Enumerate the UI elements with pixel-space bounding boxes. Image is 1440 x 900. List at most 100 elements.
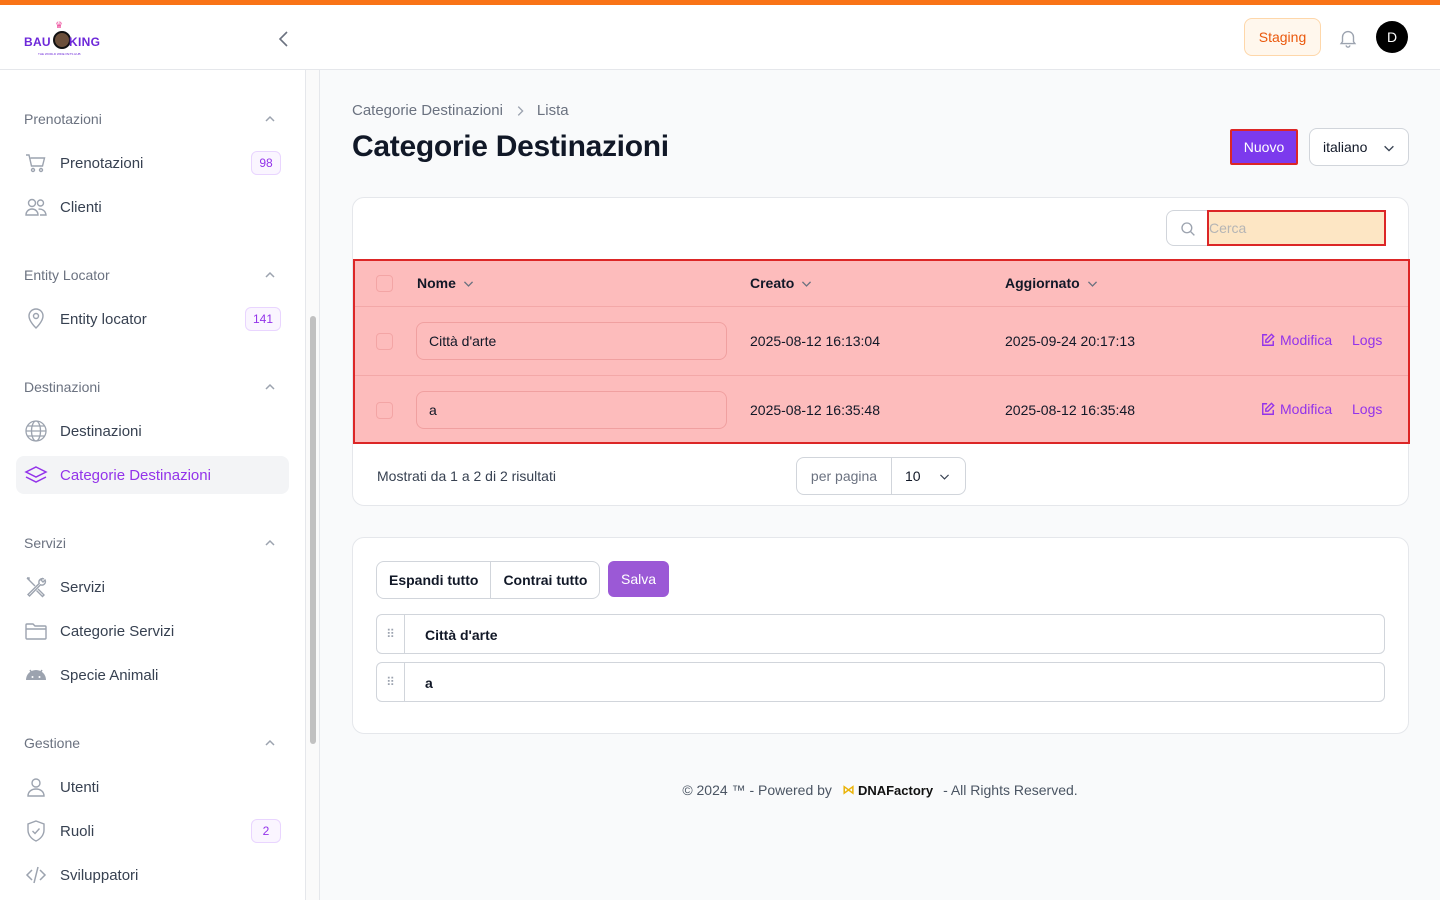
- name-field[interactable]: Città d'arte: [416, 322, 727, 360]
- logs-link[interactable]: Logs: [1352, 332, 1383, 348]
- chevron-down-icon: [1087, 280, 1097, 287]
- dna-logo-icon: ⋈: [841, 782, 855, 797]
- language-select[interactable]: italiano: [1309, 128, 1409, 166]
- select-all-checkbox[interactable]: [376, 275, 393, 292]
- cart-icon: [26, 154, 46, 173]
- created-cell: 2025-08-12 16:35:48: [750, 402, 880, 418]
- count-badge: 98: [251, 151, 281, 175]
- scrollbar-thumb[interactable]: [310, 316, 316, 744]
- android-icon: [26, 669, 46, 680]
- chevron-up-icon[interactable]: [262, 735, 278, 751]
- collapse-all-button[interactable]: Contrai tutto: [490, 562, 599, 598]
- count-badge: 2: [251, 819, 281, 843]
- chevron-up-icon[interactable]: [262, 379, 278, 395]
- updated-cell: 2025-08-12 16:35:48: [1005, 402, 1135, 418]
- table-row: Città d'arte 2025-08-12 16:13:04 2025-09…: [355, 307, 1408, 376]
- edit-link[interactable]: Modifica: [1261, 401, 1332, 417]
- search-box: [1166, 210, 1386, 246]
- sidebar-scrollbar[interactable]: [306, 70, 320, 900]
- breadcrumb-current: Lista: [536, 102, 569, 119]
- expand-all-button[interactable]: Espandi tutto: [389, 572, 479, 588]
- chevron-left-icon[interactable]: [272, 27, 296, 51]
- app-logo[interactable]: ♛ BAU KING THE WORLD WIDE PETS HUB: [24, 20, 101, 57]
- chevron-up-icon[interactable]: [262, 535, 278, 551]
- column-header-nome[interactable]: Nome: [417, 275, 475, 291]
- drag-handle-icon[interactable]: ⠿: [377, 663, 405, 701]
- sidebar-item-ruoli[interactable]: Ruoli 2: [16, 812, 289, 850]
- code-icon: [25, 866, 47, 884]
- layers-icon: [24, 466, 48, 483]
- edit-link[interactable]: Modifica: [1261, 332, 1332, 348]
- chevron-right-icon: [517, 105, 524, 116]
- sidebar-item-utenti[interactable]: Utenti: [16, 768, 289, 806]
- edit-icon: [1262, 402, 1275, 415]
- top-accent-stripe: [0, 0, 1440, 5]
- sidebar-item-servizi[interactable]: Servizi: [16, 568, 289, 606]
- tools-icon: [26, 577, 47, 598]
- column-header-aggiornato[interactable]: Aggiornato: [1005, 275, 1099, 291]
- chevron-down-icon: [802, 280, 812, 287]
- sidebar-item-categorie-destinazioni[interactable]: Categorie Destinazioni: [16, 456, 289, 494]
- sidebar-group-gestione[interactable]: Gestione: [24, 735, 81, 751]
- sidebar-item-specie-animali[interactable]: Specie Animali: [16, 656, 289, 694]
- map-pin-icon: [28, 308, 44, 329]
- tree-item[interactable]: ⠿ a: [376, 662, 1385, 702]
- folder-icon: [25, 623, 47, 640]
- user-avatar[interactable]: D: [1376, 21, 1408, 53]
- logs-link[interactable]: Logs: [1352, 401, 1383, 417]
- chevron-down-icon: [463, 280, 473, 287]
- tree-item-label: Città d'arte: [425, 627, 498, 643]
- created-cell: 2025-08-12 16:13:04: [750, 333, 880, 349]
- tree-card: Espandi tutto Contrai tutto Salva ⠿ Citt…: [352, 537, 1409, 734]
- bell-icon[interactable]: [1337, 27, 1359, 49]
- name-field[interactable]: a: [416, 391, 727, 429]
- footer-suffix: - All Rights Reserved.: [943, 782, 1078, 798]
- table-row: a 2025-08-12 16:35:48 2025-08-12 16:35:4…: [355, 376, 1408, 445]
- environment-badge[interactable]: Staging: [1244, 18, 1321, 56]
- breadcrumb: Categorie Destinazioni Lista: [352, 102, 569, 119]
- chevron-up-icon[interactable]: [262, 267, 278, 283]
- page-title: Categorie Destinazioni: [352, 130, 669, 163]
- chevron-up-icon[interactable]: [262, 111, 278, 127]
- row-checkbox[interactable]: [376, 333, 393, 350]
- language-value: italiano: [1323, 139, 1368, 155]
- user-icon: [27, 778, 45, 797]
- chevron-down-icon: [940, 474, 949, 480]
- dnafactory-logo[interactable]: ⋈ DNAFactory: [841, 782, 934, 798]
- per-page-value: 10: [905, 468, 921, 484]
- drag-handle-icon[interactable]: ⠿: [377, 615, 405, 653]
- crown-icon: ♛: [55, 20, 64, 30]
- sidebar-group-entity-locator[interactable]: Entity Locator: [24, 267, 110, 283]
- edit-icon: [1262, 333, 1275, 346]
- sidebar-item-sviluppatori[interactable]: Sviluppatori: [16, 856, 289, 894]
- updated-cell: 2025-09-24 20:17:13: [1005, 333, 1135, 349]
- search-icon: [1181, 222, 1195, 236]
- sidebar-item-prenotazioni[interactable]: Prenotazioni 98: [16, 144, 289, 182]
- sidebar-group-destinazioni[interactable]: Destinazioni: [24, 379, 101, 395]
- footer: © 2024 ™ - Powered by ⋈ DNAFactory - All …: [0, 782, 1440, 798]
- sidebar-group-servizi[interactable]: Servizi: [24, 535, 67, 551]
- sidebar-group-prenotazioni[interactable]: Prenotazioni: [24, 111, 102, 127]
- per-page-label: per pagina: [797, 458, 892, 494]
- row-checkbox[interactable]: [376, 402, 393, 419]
- search-input[interactable]: [1207, 210, 1386, 246]
- save-button[interactable]: Salva: [608, 561, 669, 597]
- dog-logo-icon: [53, 31, 71, 49]
- data-table: Nome Creato Aggiornato Città d'arte 2025…: [353, 259, 1410, 444]
- table-card: Nome Creato Aggiornato Città d'arte 2025…: [352, 197, 1410, 506]
- column-header-creato[interactable]: Creato: [750, 275, 813, 291]
- tree-item-label: a: [425, 675, 433, 691]
- tree-item[interactable]: ⠿ Città d'arte: [376, 614, 1385, 654]
- per-page-select[interactable]: per pagina 10: [796, 457, 966, 495]
- breadcrumb-parent[interactable]: Categorie Destinazioni: [352, 102, 503, 119]
- shield-check-icon: [27, 820, 45, 842]
- new-button[interactable]: Nuovo: [1230, 129, 1298, 165]
- sidebar-item-categorie-servizi[interactable]: Categorie Servizi: [16, 612, 289, 650]
- footer-prefix: © 2024 ™ - Powered by: [682, 782, 832, 798]
- table-header: Nome Creato Aggiornato: [355, 261, 1408, 307]
- sidebar-item-destinazioni[interactable]: Destinazioni: [16, 412, 289, 450]
- tree-toggle-group: Espandi tutto Contrai tutto: [376, 561, 601, 599]
- sidebar-item-entity-locator[interactable]: Entity locator 141: [16, 300, 289, 338]
- sidebar-item-clienti[interactable]: Clienti: [16, 188, 289, 226]
- chevron-down-icon: [1384, 145, 1394, 152]
